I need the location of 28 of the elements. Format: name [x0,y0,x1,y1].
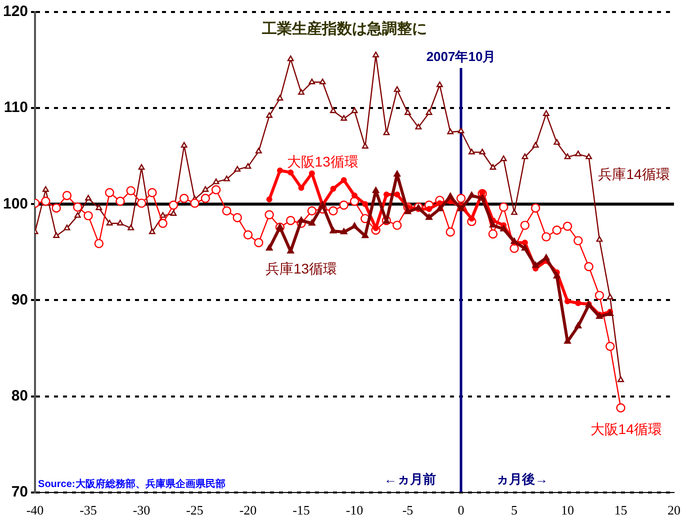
x-tick-label: 0 [458,502,464,518]
y-tick-label: 70 [11,484,28,501]
series-label: 兵庫13循環 [265,260,338,276]
x-tick-label: -5 [402,502,414,518]
series-label: 兵庫14循環 [598,166,670,182]
x-tick-label: -10 [346,502,364,518]
x-tick-label: -20 [239,502,257,518]
y-tick-label: 100 [2,195,28,212]
series-label: 大阪13循環 [286,154,358,170]
x-tick-label: 10 [561,502,574,518]
y-tick-label: 120 [2,3,28,20]
x-tick-label: -30 [132,502,150,518]
y-tick-label: 90 [11,291,28,308]
x-tick-label: 20 [668,502,680,518]
annotation: ←ヵ月前 [384,471,436,486]
annotation: ヵ月後→ [496,471,548,486]
x-tick-label: 15 [614,502,628,518]
ref-line-label: 2007年10月 [426,49,496,64]
x-tick-label: -35 [80,502,97,518]
x-tick-label: -15 [292,502,310,518]
text: 工業生産指数は急調整に [261,20,428,38]
x-tick-label: -40 [26,502,44,518]
x-tick-label: 5 [511,502,518,518]
x-tick-label: -25 [186,502,204,518]
y-tick-label: 110 [4,99,28,116]
y-tick-label: 80 [11,387,28,404]
annotation: Source:大阪府総務部、兵庫県企画県民部 [38,478,226,490]
series-label: 大阪14循環 [590,420,662,437]
